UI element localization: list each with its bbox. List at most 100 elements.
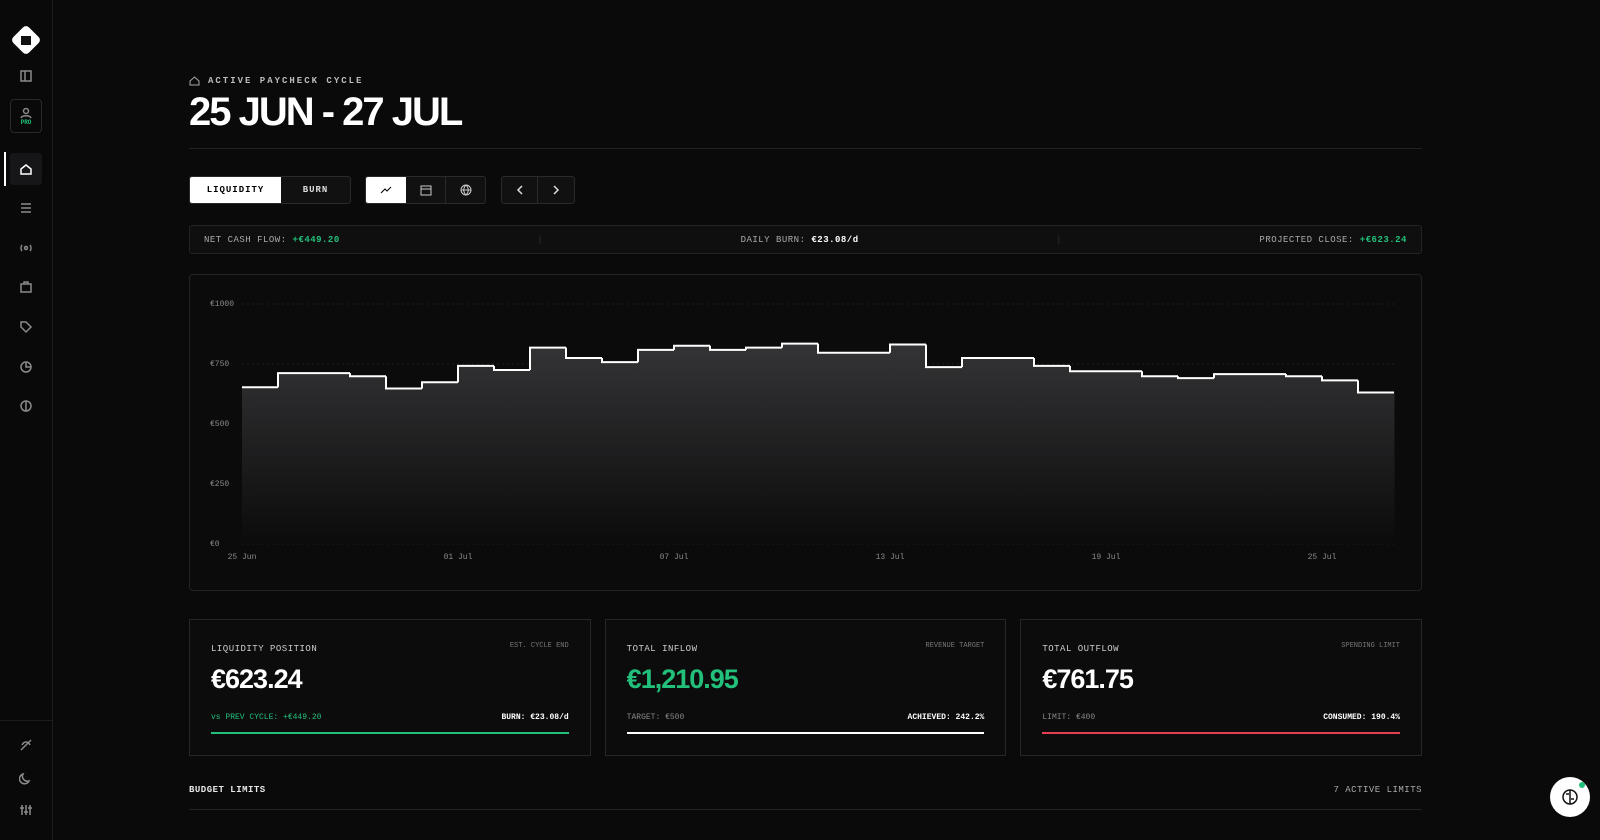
step-area: [1106, 371, 1143, 544]
x-tick-label: 19 Jul: [1092, 553, 1121, 562]
cycle-title: 25 JUN - 27 JUL: [189, 90, 463, 134]
y-tick-label: €0: [210, 540, 220, 549]
step-segment: [817, 343, 854, 354]
nav-home[interactable]: [10, 153, 42, 185]
separator: |: [537, 234, 544, 245]
card-note: TARGET: €500: [626, 713, 685, 722]
step-segment: [1069, 365, 1106, 373]
view-calendar[interactable]: [406, 177, 446, 203]
step-area: [386, 388, 423, 544]
period-nav: [501, 176, 575, 204]
step-segment: [457, 364, 494, 383]
x-tick-label: 01 Jul: [444, 553, 473, 562]
step-segment: [673, 344, 710, 350]
stat-label: PROJECTED CLOSE:: [1259, 234, 1354, 245]
eyebrow-text: ACTIVE PAYCHECK CYCLE: [208, 75, 364, 86]
view-trend[interactable]: [366, 177, 406, 203]
step-segment: [565, 347, 602, 359]
step-segment: [889, 343, 926, 353]
step-area: [242, 387, 279, 544]
view-toggle: [365, 176, 486, 204]
step-segment: [385, 376, 422, 390]
stat-label: NET CASH FLOW:: [204, 234, 287, 245]
step-area: [1250, 374, 1287, 544]
stat-value: €23.08/d: [811, 234, 859, 245]
step-area: [1142, 376, 1179, 544]
step-area: [1070, 371, 1107, 544]
x-tick-label: 25 Jul: [1308, 553, 1337, 562]
nav-signal[interactable]: [10, 232, 42, 264]
step-segment: [709, 345, 746, 351]
step-area: [1034, 365, 1071, 544]
stat-label: DAILY BURN:: [740, 234, 806, 245]
step-segment: [1177, 376, 1214, 380]
step-area: [530, 347, 567, 544]
step-segment: [745, 346, 782, 350]
card: LIQUIDITY POSITION EST. CYCLE END €623.24 v…: [189, 619, 591, 756]
x-tick-label: 13 Jul: [876, 553, 905, 562]
card: TOTAL OUTFLOW SPENDING LIMIT €761.75 LIMIT:…: [1020, 619, 1423, 756]
panel-toggle[interactable]: [10, 60, 42, 92]
step-segment: [1141, 371, 1178, 378]
card-bar: [626, 732, 985, 734]
stat-value: +€623.24: [1359, 234, 1407, 245]
step-area: [458, 365, 495, 544]
step-segment: [1285, 374, 1322, 378]
step-area: [278, 373, 315, 544]
card-metric: ACHIEVED: 242.2%: [907, 713, 985, 722]
step-area: [710, 349, 747, 544]
step-area: [422, 382, 459, 544]
prev-period[interactable]: [502, 177, 538, 203]
step-area: [818, 352, 855, 544]
mode-toggle: LIQUIDITY BURN: [189, 176, 351, 204]
stat: PROJECTED CLOSE: +€623.24: [1259, 235, 1407, 245]
nav-wallet[interactable]: [10, 271, 42, 303]
y-tick-label: €750: [210, 360, 229, 369]
next-period[interactable]: [538, 177, 574, 203]
step-segment: [637, 348, 674, 363]
nav-brain[interactable]: [10, 390, 42, 422]
nav-list[interactable]: [10, 192, 42, 224]
sidebar: PRO: [0, 0, 53, 840]
step-area: [1178, 378, 1215, 544]
nav-tag[interactable]: [10, 311, 42, 343]
step-segment: [781, 342, 818, 348]
y-tick-label: €1000: [210, 300, 234, 309]
step-area: [638, 349, 675, 544]
budget-count: 7 ACTIVE LIMITS: [1333, 785, 1422, 795]
card-label: TOTAL OUTFLOW: [1042, 644, 1120, 654]
theme[interactable]: [10, 762, 42, 794]
stat: DAILY BURN: €23.08/d: [741, 235, 859, 245]
step-area: [926, 367, 963, 544]
step-segment: [1033, 358, 1070, 367]
step-segment: [277, 372, 314, 388]
view-globe[interactable]: [446, 177, 485, 203]
step-area: [998, 358, 1035, 544]
x-tick-label: 25 Jun: [228, 553, 257, 562]
step-segment: [529, 346, 566, 370]
settings[interactable]: [10, 794, 42, 826]
assistant-button[interactable]: [1550, 777, 1590, 817]
step-area: [1286, 376, 1323, 544]
divider: [189, 148, 1422, 149]
card-tag: SPENDING LIMIT: [1341, 642, 1401, 650]
card-tag: EST. CYCLE END: [509, 642, 569, 650]
privacy[interactable]: [10, 729, 42, 761]
step-area: [746, 347, 783, 544]
profile[interactable]: PRO: [10, 99, 42, 133]
step-area: [494, 370, 531, 544]
step-segment: [601, 358, 638, 364]
nav-pie[interactable]: [10, 351, 42, 383]
pro-badge: PRO: [20, 118, 32, 126]
toggle-burn[interactable]: BURN: [302, 185, 329, 195]
toggle-liquidity[interactable]: LIQUIDITY: [190, 177, 281, 203]
step-segment: [1213, 373, 1250, 379]
logo[interactable]: [10, 24, 42, 56]
step-area: [1358, 392, 1395, 544]
card-note: LIMIT: €400: [1042, 713, 1096, 722]
step-segment: [493, 365, 530, 371]
card-value: €1,210.95: [626, 664, 739, 694]
step-segment: [421, 381, 458, 389]
stats-strip: NET CASH FLOW: +€449.20 | DAILY BURN: €2…: [189, 225, 1422, 254]
